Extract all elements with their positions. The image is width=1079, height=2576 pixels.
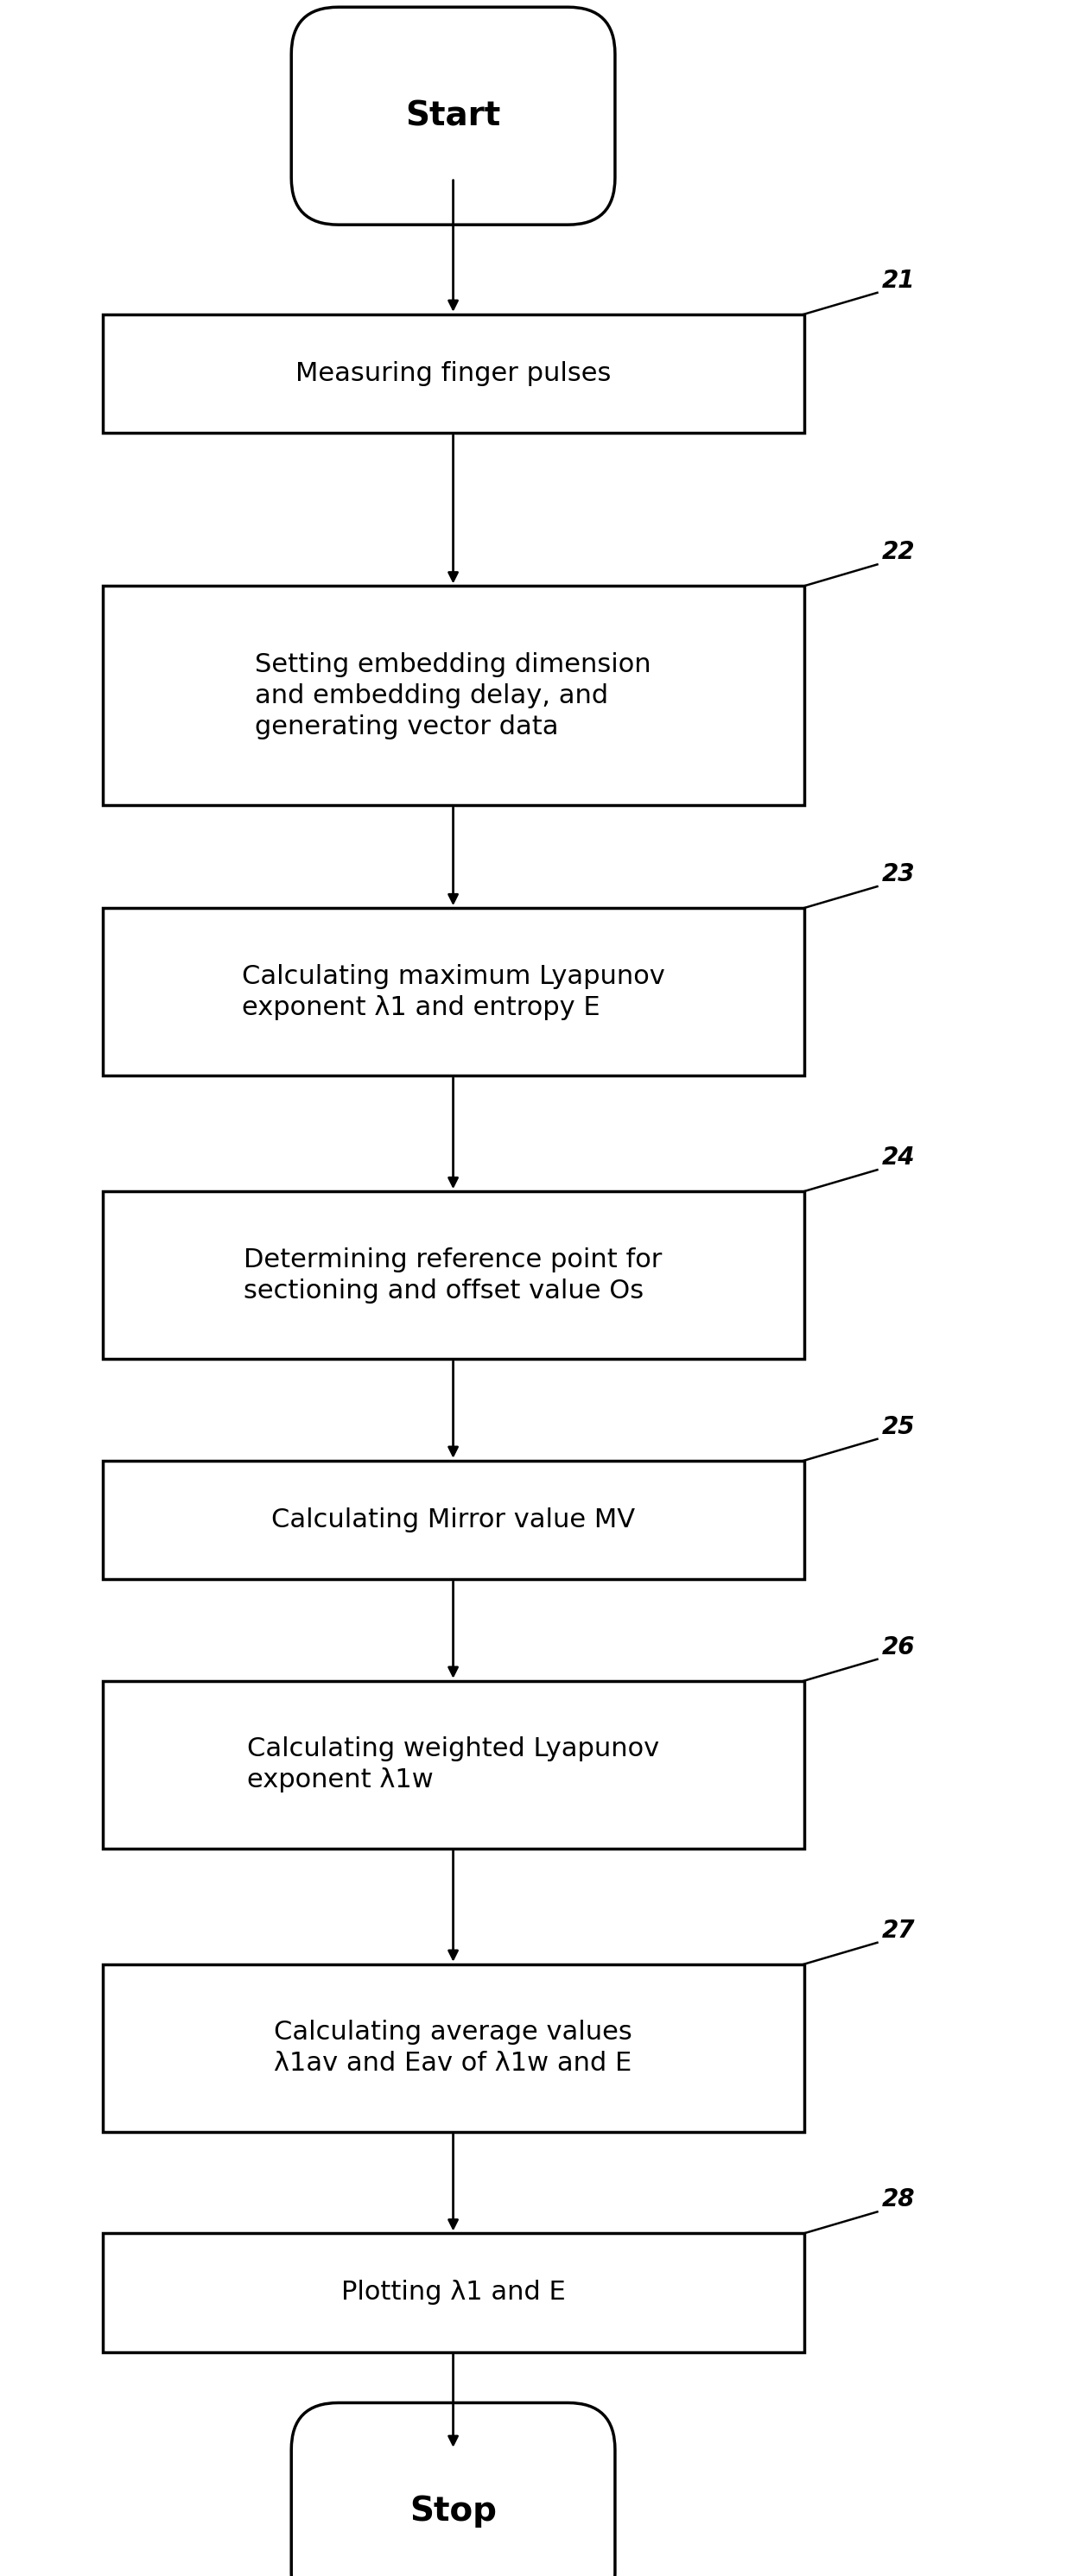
FancyBboxPatch shape: [291, 8, 615, 224]
Text: 26: 26: [882, 1636, 915, 1659]
FancyBboxPatch shape: [103, 2233, 804, 2352]
Text: Measuring finger pulses: Measuring finger pulses: [296, 361, 611, 386]
FancyBboxPatch shape: [103, 1682, 804, 1850]
FancyBboxPatch shape: [103, 314, 804, 433]
Text: 21: 21: [882, 268, 915, 294]
Text: Calculating Mirror value MV: Calculating Mirror value MV: [271, 1507, 636, 1533]
Text: Stop: Stop: [410, 2496, 496, 2527]
FancyBboxPatch shape: [291, 2403, 615, 2576]
Text: 28: 28: [882, 2187, 915, 2213]
Text: Calculating weighted Lyapunov
exponent λ1w: Calculating weighted Lyapunov exponent λ…: [247, 1736, 659, 1793]
Text: Calculating maximum Lyapunov
exponent λ1 and entropy E: Calculating maximum Lyapunov exponent λ1…: [242, 963, 665, 1020]
Text: 27: 27: [882, 1919, 915, 1942]
FancyBboxPatch shape: [103, 587, 804, 804]
FancyBboxPatch shape: [103, 1461, 804, 1579]
Text: Determining reference point for
sectioning and offset value Os: Determining reference point for sectioni…: [244, 1247, 663, 1303]
Text: 23: 23: [882, 863, 915, 886]
Text: Start: Start: [406, 100, 501, 131]
Text: Plotting λ1 and E: Plotting λ1 and E: [341, 2280, 565, 2306]
FancyBboxPatch shape: [103, 1965, 804, 2133]
Text: 25: 25: [882, 1414, 915, 1440]
Text: 22: 22: [882, 541, 915, 564]
Text: Setting embedding dimension
and embedding delay, and
generating vector data: Setting embedding dimension and embeddin…: [255, 652, 652, 739]
FancyBboxPatch shape: [103, 907, 804, 1074]
FancyBboxPatch shape: [103, 1190, 804, 1360]
Text: 24: 24: [882, 1146, 915, 1170]
Text: Calculating average values
λ1av and Eav of λ1w and E: Calculating average values λ1av and Eav …: [274, 2020, 632, 2076]
